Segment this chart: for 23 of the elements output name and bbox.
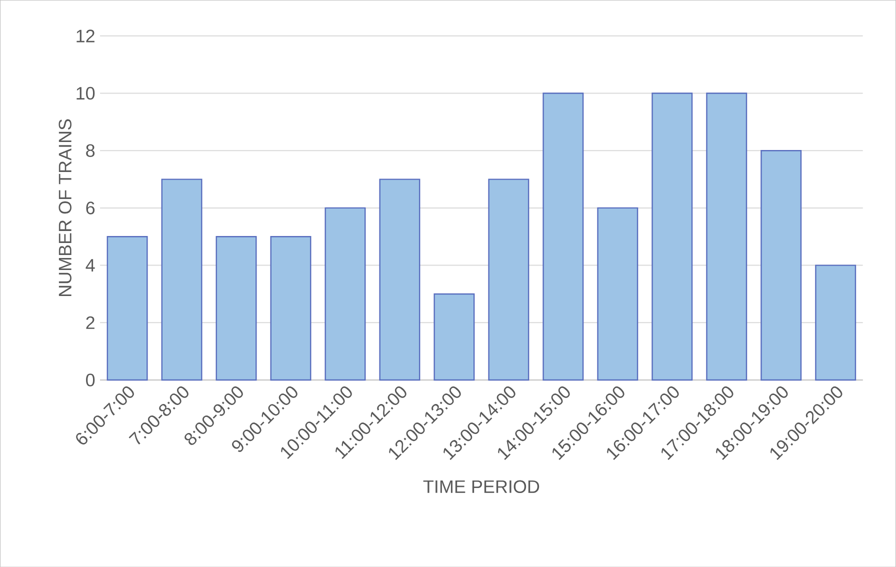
- bar: [324, 207, 366, 380]
- bar: [161, 178, 202, 380]
- bar: [270, 236, 312, 380]
- bar: [597, 207, 638, 380]
- bar: [706, 92, 748, 380]
- y-tick-label: 0: [86, 373, 95, 386]
- bar: [379, 178, 420, 380]
- bar: [434, 293, 475, 380]
- y-tick-label: 10: [76, 86, 95, 100]
- bar: [815, 264, 856, 380]
- bar: [760, 150, 802, 380]
- bar: [106, 236, 148, 380]
- x-axis-title: TIME PERIOD: [423, 480, 540, 493]
- bar: [216, 236, 257, 380]
- y-tick-label: 8: [86, 144, 95, 157]
- y-axis-title: NUMBER OF TRAINS: [58, 119, 72, 296]
- y-tick-label: 2: [86, 316, 94, 329]
- bar: [652, 92, 693, 380]
- y-tick-label: 12: [76, 30, 94, 42]
- y-tick-label: 4: [86, 258, 95, 272]
- bar: [542, 92, 584, 380]
- y-tick-label: 6: [86, 201, 95, 214]
- bar: [488, 178, 530, 380]
